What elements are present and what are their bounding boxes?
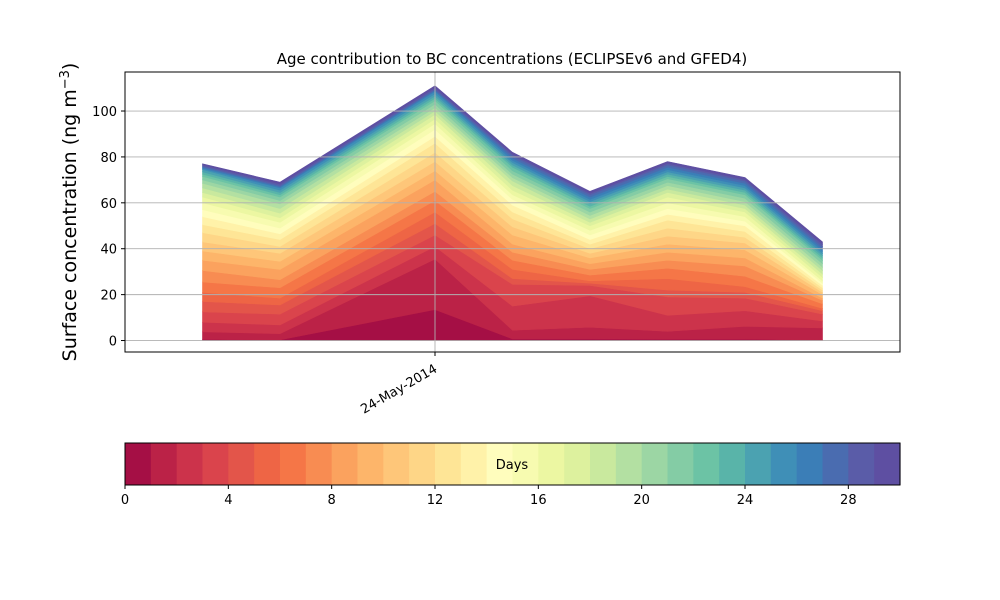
colorbar-swatch-4 bbox=[228, 443, 255, 485]
y-tick-label-100: 100 bbox=[92, 105, 117, 120]
y-tick-label-40: 40 bbox=[100, 243, 117, 258]
colorbar-swatch-2 bbox=[176, 443, 204, 485]
colorbar-swatch-20 bbox=[641, 443, 669, 485]
colorbar-swatch-22 bbox=[693, 443, 720, 485]
colorbar-swatch-1 bbox=[150, 443, 178, 485]
colorbar-tick-label-4: 4 bbox=[224, 493, 232, 508]
area-day-29 bbox=[202, 85, 823, 245]
colorbar-swatch-27 bbox=[822, 443, 849, 485]
colorbar-frame bbox=[124, 442, 901, 486]
colorbar-swatch-18 bbox=[590, 443, 617, 485]
plot-frame bbox=[124, 71, 901, 353]
colorbar-swatch-13 bbox=[460, 443, 488, 485]
y-tick-label-80: 80 bbox=[100, 151, 117, 166]
colorbar-tick-label-8: 8 bbox=[328, 493, 336, 508]
grid-lines bbox=[125, 72, 900, 352]
colorbar-swatch-21 bbox=[667, 443, 694, 485]
colorbar-swatch-29 bbox=[874, 443, 901, 485]
colorbar-tick-label-16: 16 bbox=[530, 493, 547, 508]
x-axis-ticks: 24-May-2014 bbox=[358, 352, 440, 417]
y-tick-label-0: 0 bbox=[109, 335, 117, 350]
stacked-areas bbox=[202, 85, 823, 341]
colorbar-tick-label-24: 24 bbox=[737, 493, 754, 508]
colorbar-ticks: 0 4 8 12 16 20 24 28 bbox=[121, 485, 857, 508]
colorbar-swatch-8 bbox=[331, 443, 359, 485]
colorbar-tick-label-0: 0 bbox=[121, 493, 129, 508]
colorbar-swatch-15 bbox=[512, 443, 539, 485]
colorbar-swatch-0 bbox=[125, 443, 152, 485]
colorbar bbox=[125, 443, 901, 485]
y-tick-label-20: 20 bbox=[100, 289, 117, 304]
y-tick-label-60: 60 bbox=[100, 197, 117, 212]
colorbar-swatch-11 bbox=[409, 443, 436, 485]
y-axis-ticks: 0 20 40 60 80 100 bbox=[92, 105, 125, 350]
x-tick-label-0: 24-May-2014 bbox=[358, 362, 440, 418]
colorbar-swatch-19 bbox=[615, 443, 643, 485]
y-axis-label-suffix: ) bbox=[59, 63, 81, 70]
colorbar-swatch-14 bbox=[486, 443, 514, 485]
colorbar-swatch-28 bbox=[848, 443, 875, 485]
colorbar-swatch-7 bbox=[305, 443, 333, 485]
colorbar-swatch-26 bbox=[796, 443, 824, 485]
y-axis-label-superscript: −3 bbox=[58, 70, 73, 89]
colorbar-swatch-10 bbox=[383, 443, 410, 485]
colorbar-swatch-25 bbox=[770, 443, 798, 485]
colorbar-swatch-5 bbox=[254, 443, 281, 485]
colorbar-swatch-9 bbox=[357, 443, 384, 485]
chart-title: Age contribution to BC concentrations (E… bbox=[277, 50, 748, 68]
colorbar-tick-label-20: 20 bbox=[633, 493, 650, 508]
colorbar-tick-label-12: 12 bbox=[427, 493, 444, 508]
colorbar-swatch-23 bbox=[719, 443, 746, 485]
colorbar-label: Days bbox=[496, 458, 529, 473]
colorbar-swatch-3 bbox=[202, 443, 229, 485]
colorbar-swatch-16 bbox=[538, 443, 565, 485]
y-axis-label-main: Surface concentration (ng m bbox=[59, 89, 81, 361]
y-axis-label: Surface concentration (ng m−3) bbox=[58, 63, 82, 362]
colorbar-swatch-6 bbox=[280, 443, 307, 485]
colorbar-tick-label-28: 28 bbox=[840, 493, 857, 508]
colorbar-swatch-12 bbox=[435, 443, 462, 485]
colorbar-swatch-24 bbox=[745, 443, 772, 485]
colorbar-swatch-17 bbox=[564, 443, 591, 485]
